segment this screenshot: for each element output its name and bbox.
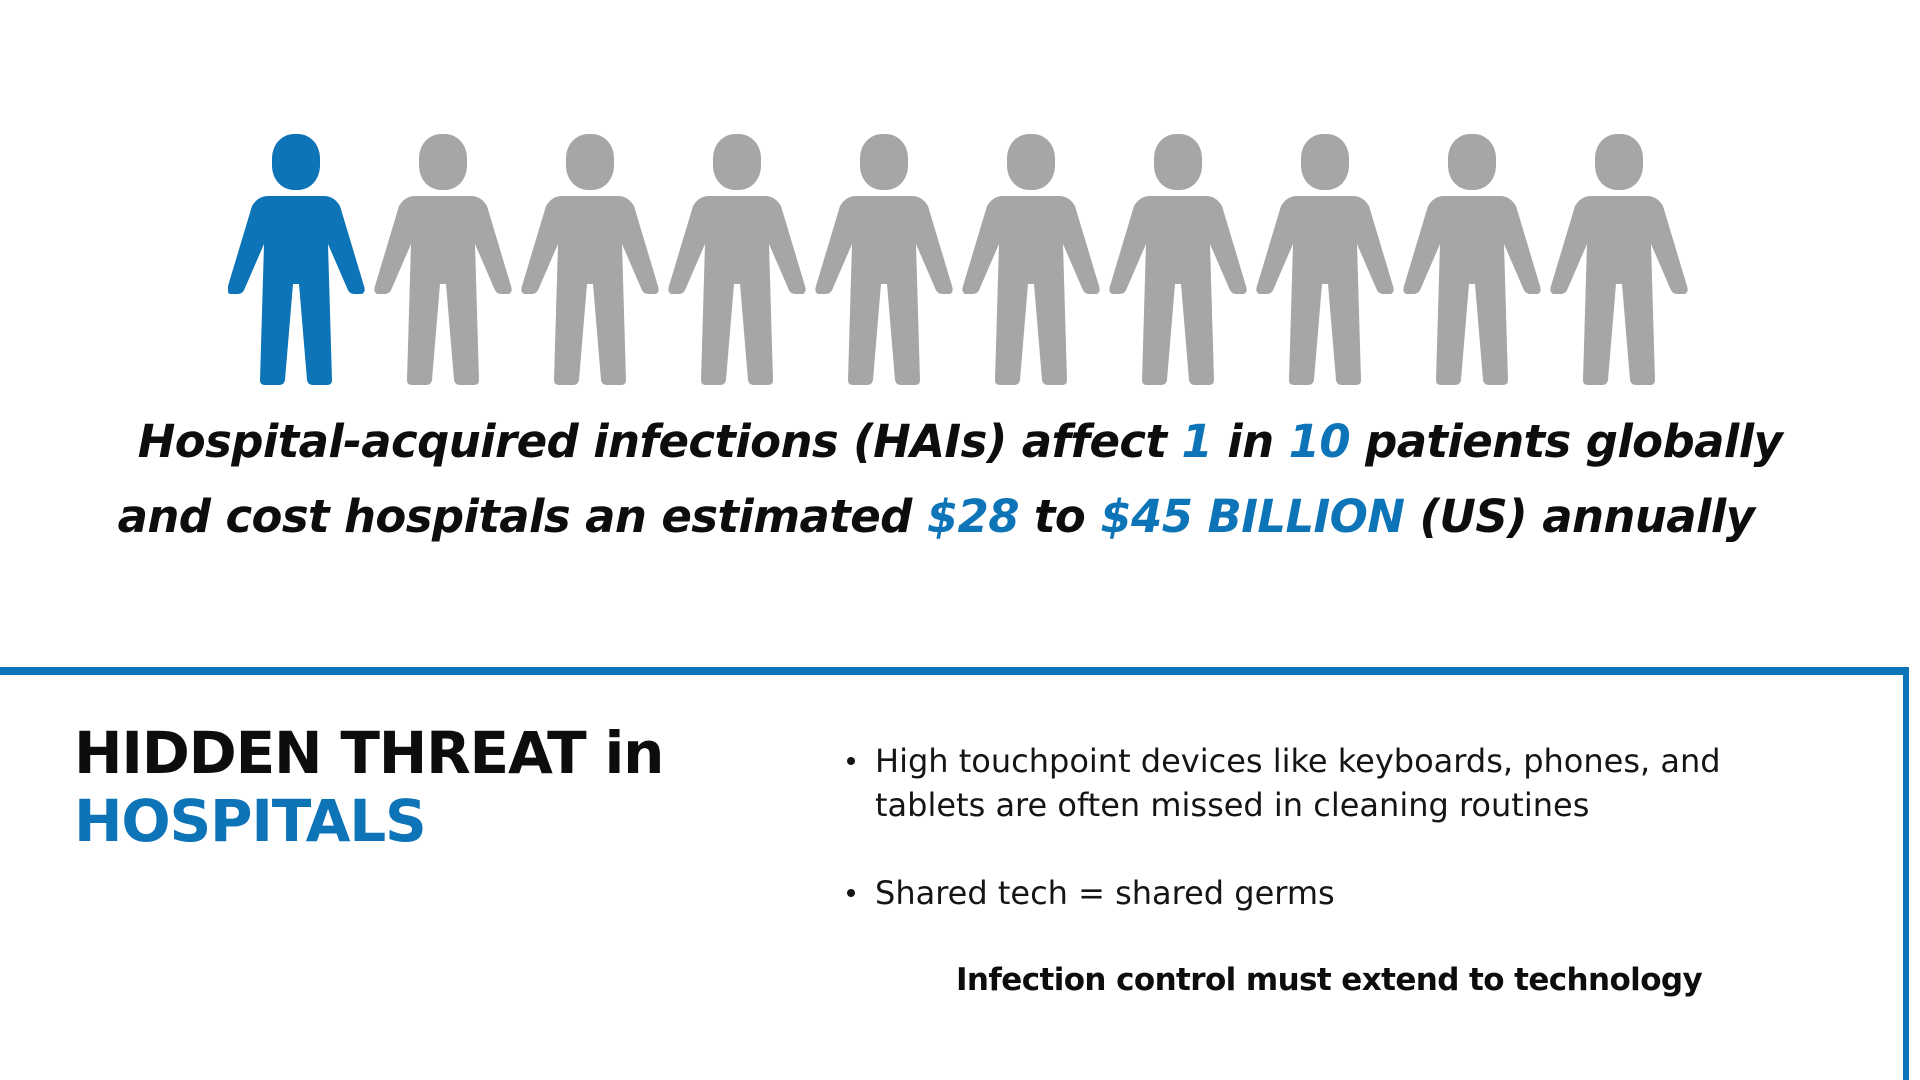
statement-line-2: and cost hospitals an estimated $28 to $… xyxy=(0,494,1920,539)
cost-high: $45 BILLION xyxy=(1100,490,1405,543)
statement-text: and cost hospitals an estimated xyxy=(117,490,927,543)
people-pictogram-row xyxy=(228,134,1688,385)
person-icon xyxy=(1256,134,1394,385)
panel-title-line-2: HOSPITALS xyxy=(74,787,427,855)
ratio-numerator: 1 xyxy=(1181,415,1213,468)
bullet-text: Shared tech = shared germs xyxy=(875,874,1335,912)
panel-title-line-1: HIDDEN THREAT in xyxy=(74,719,664,787)
person-icon xyxy=(1109,134,1247,385)
person-icon xyxy=(962,134,1100,385)
hidden-threat-panel: HIDDEN THREAT in HOSPITALS High touchpoi… xyxy=(0,667,1909,1080)
bullet-item: Shared tech = shared germs xyxy=(845,871,1745,915)
statement-text: (US) annually xyxy=(1404,490,1755,543)
person-icon-highlighted xyxy=(228,134,365,385)
ratio-denominator: 10 xyxy=(1288,415,1351,468)
panel-title: HIDDEN THREAT in HOSPITALS xyxy=(74,719,664,855)
bullet-item: High touchpoint devices like keyboards, … xyxy=(845,739,1745,827)
threat-bullet-list: High touchpoint devices like keyboards, … xyxy=(845,739,1745,959)
key-takeaway: Infection control must extend to technol… xyxy=(956,962,1703,998)
person-icon xyxy=(521,134,659,385)
bullet-dot-icon xyxy=(847,757,855,765)
person-icon xyxy=(668,134,806,385)
statement-line-1: Hospital-acquired infections (HAIs) affe… xyxy=(0,419,1920,464)
statement-text: to xyxy=(1018,490,1101,543)
statement-text: Hospital-acquired infections (HAIs) affe… xyxy=(137,415,1182,468)
bullet-text: High touchpoint devices like keyboards, … xyxy=(875,742,1721,824)
person-icon xyxy=(815,134,953,385)
person-icon xyxy=(1403,134,1541,385)
person-icon xyxy=(1550,134,1688,385)
cost-low: $28 xyxy=(926,490,1020,543)
bullet-dot-icon xyxy=(847,889,855,897)
statement-text: in xyxy=(1212,415,1289,468)
person-icon xyxy=(374,134,512,385)
statement-text: patients globally xyxy=(1350,415,1783,468)
